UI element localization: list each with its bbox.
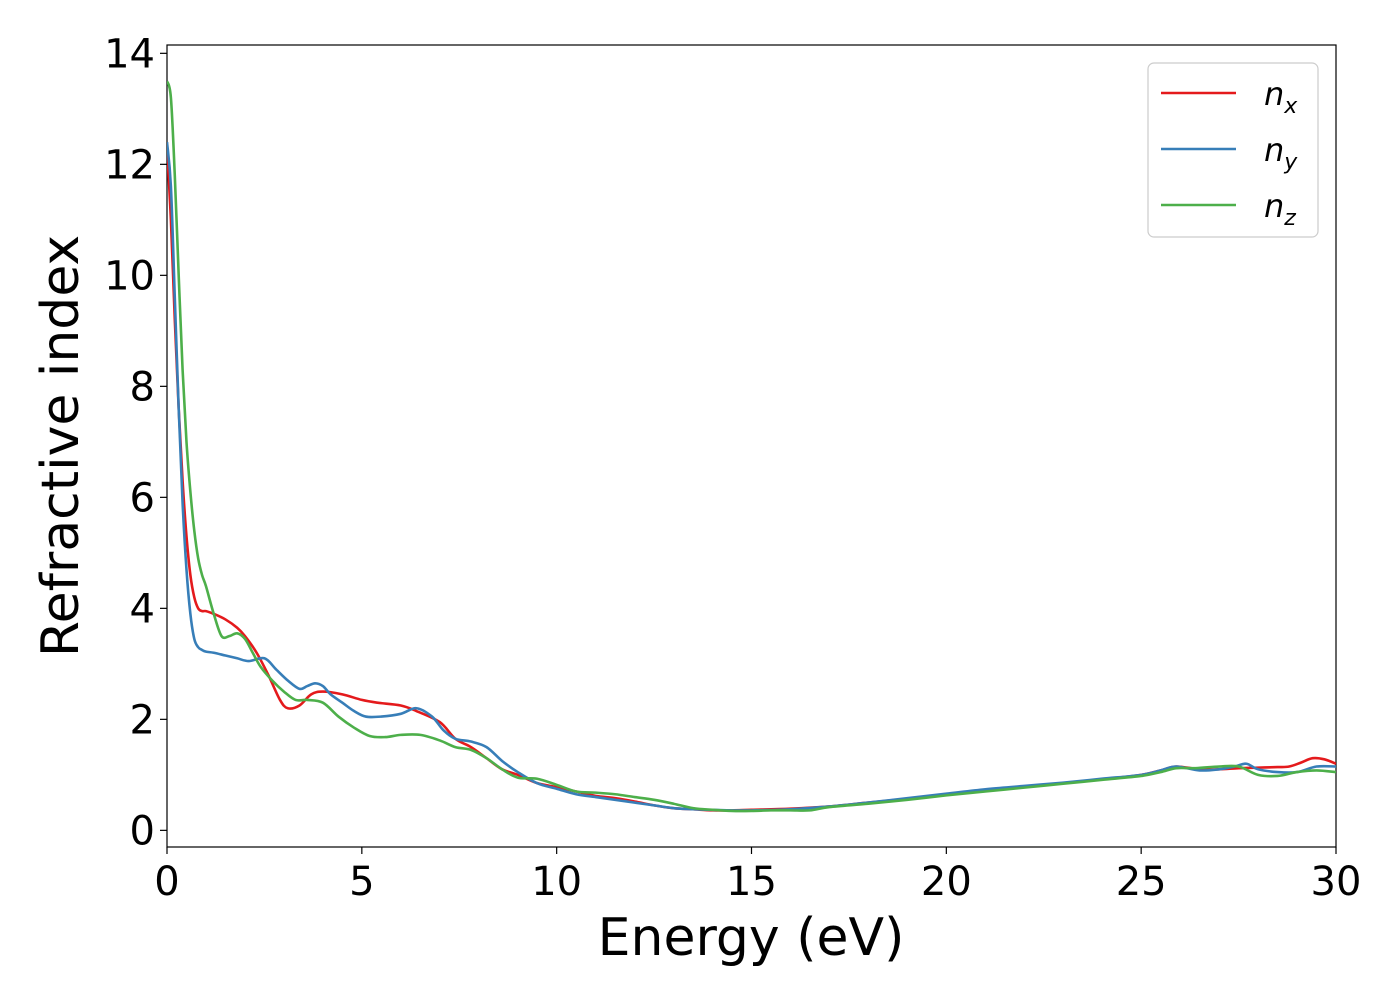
x-axis-label: Energy (eV) [598,908,905,968]
y-tick-label: 10 [104,253,155,299]
x-tick-label: 10 [531,859,582,905]
x-tick-label: 0 [154,859,179,905]
legend-label-subscript: y [1283,150,1298,175]
y-tick-label: 6 [130,475,155,521]
y-tick-label: 12 [104,142,155,188]
legend-label-y: ny [1264,131,1298,175]
legend-label-base: n [1264,131,1284,169]
series-line-z [167,80,1336,813]
legend-label-subscript: x [1283,94,1298,119]
legend-label-x: nx [1264,75,1298,119]
legend-label-z: nz [1264,187,1296,231]
legend-label-subscript: z [1283,206,1296,231]
x-tick-label: 15 [726,859,777,905]
x-tick-label: 30 [1311,859,1362,905]
y-axis-ticks: 0 2 4 6 8 10 12 14 [104,31,167,854]
x-tick-label: 20 [921,859,972,905]
y-tick-label: 4 [130,586,155,632]
y-tick-label: 14 [104,31,155,77]
series-layer [167,80,1336,813]
y-tick-label: 0 [130,808,155,854]
y-tick-label: 8 [130,364,155,410]
legend-label-base: n [1264,75,1284,113]
x-tick-label: 5 [349,859,374,905]
legend-label-base: n [1264,187,1284,225]
x-tick-label: 25 [1116,859,1167,905]
x-axis-ticks: 0 5 10 15 20 25 30 [154,847,1361,905]
y-axis-label: Refractive index [31,235,91,657]
y-tick-label: 2 [130,697,155,743]
